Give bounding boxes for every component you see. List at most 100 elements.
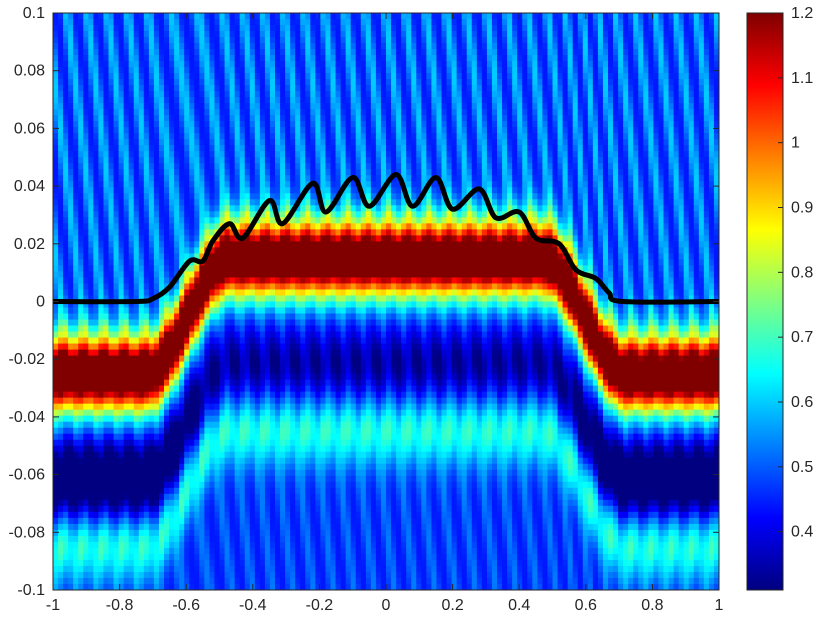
heatmap-cell bbox=[244, 19, 251, 26]
heatmap-cell bbox=[436, 13, 443, 20]
heatmap-cell bbox=[380, 49, 387, 56]
heatmap-cell bbox=[58, 217, 64, 224]
heatmap-cell bbox=[269, 37, 276, 44]
heatmap-cell bbox=[184, 163, 190, 170]
heatmap-cell bbox=[597, 85, 604, 92]
heatmap-cell bbox=[461, 67, 468, 74]
heatmap-cell bbox=[527, 217, 533, 224]
heatmap-cell bbox=[143, 103, 150, 110]
heatmap-cell bbox=[491, 121, 498, 128]
heatmap-cell bbox=[562, 97, 569, 104]
heatmap-cell bbox=[386, 73, 392, 80]
heatmap-cell bbox=[562, 109, 569, 116]
heatmap-cell bbox=[401, 235, 407, 242]
heatmap-cell bbox=[234, 109, 241, 116]
heatmap-cell bbox=[623, 61, 629, 68]
heatmap-cell bbox=[532, 73, 538, 80]
heatmap-cell bbox=[466, 67, 473, 74]
heatmap-cell bbox=[148, 229, 155, 236]
heatmap-cell bbox=[618, 127, 624, 134]
heatmap-cell bbox=[108, 109, 115, 116]
heatmap-cell bbox=[663, 163, 670, 170]
heatmap-cell bbox=[380, 139, 387, 146]
heatmap-cell bbox=[209, 91, 216, 98]
heatmap-cell bbox=[708, 187, 715, 194]
heatmap-cell bbox=[673, 163, 680, 170]
heatmap-cell bbox=[547, 103, 554, 110]
heatmap-cell bbox=[148, 163, 155, 170]
heatmap-cell bbox=[532, 133, 538, 140]
heatmap-cell bbox=[547, 181, 554, 188]
heatmap-cell bbox=[214, 157, 221, 164]
heatmap-cell bbox=[486, 229, 493, 236]
heatmap-cell bbox=[633, 25, 639, 32]
heatmap-cell bbox=[698, 109, 705, 116]
heatmap-cell bbox=[360, 61, 367, 68]
heatmap-cell bbox=[527, 187, 533, 194]
heatmap-cell bbox=[552, 139, 559, 146]
heatmap-cell bbox=[618, 49, 624, 56]
heatmap-cell bbox=[234, 139, 241, 146]
heatmap-cell bbox=[572, 25, 579, 32]
heatmap-cell bbox=[148, 73, 155, 80]
heatmap-cell bbox=[153, 25, 160, 32]
heatmap-cell bbox=[481, 37, 488, 44]
heatmap-cell bbox=[613, 55, 619, 62]
heatmap-cell bbox=[275, 229, 281, 236]
heatmap-cell bbox=[113, 67, 120, 74]
heatmap-cell bbox=[582, 49, 589, 56]
heatmap-cell bbox=[224, 217, 231, 224]
heatmap-cell bbox=[517, 133, 523, 140]
heatmap-cell bbox=[290, 97, 296, 104]
heatmap-cell bbox=[461, 127, 468, 134]
heatmap-cell bbox=[355, 91, 362, 98]
heatmap-cell bbox=[285, 181, 291, 188]
heatmap-cell bbox=[567, 187, 574, 194]
heatmap-cell bbox=[678, 97, 685, 104]
heatmap-cell bbox=[703, 205, 710, 212]
heatmap-cell bbox=[355, 121, 362, 128]
heatmap-cell bbox=[380, 103, 387, 110]
heatmap-cell bbox=[310, 55, 316, 62]
heatmap-cell bbox=[633, 217, 639, 224]
heatmap-cell bbox=[486, 181, 493, 188]
heatmap-cell bbox=[698, 97, 705, 104]
heatmap-cell bbox=[673, 97, 680, 104]
heatmap-cell bbox=[456, 13, 463, 20]
heatmap-cell bbox=[547, 25, 554, 32]
heatmap-cell bbox=[128, 79, 135, 86]
heatmap-cell bbox=[325, 85, 332, 92]
heatmap-cell bbox=[380, 145, 387, 152]
heatmap-cell bbox=[264, 43, 271, 50]
heatmap-cell bbox=[285, 25, 291, 32]
heatmap-cell bbox=[628, 187, 634, 194]
heatmap-cell bbox=[386, 139, 392, 146]
heatmap-cell bbox=[219, 145, 226, 152]
heatmap-cell bbox=[537, 37, 544, 44]
heatmap-cell bbox=[557, 229, 564, 236]
heatmap-cell bbox=[264, 79, 271, 86]
heatmap-cell bbox=[280, 145, 286, 152]
heatmap-cell bbox=[683, 73, 690, 80]
heatmap-cell bbox=[239, 145, 246, 152]
heatmap-cell bbox=[537, 115, 544, 122]
heatmap-cell bbox=[446, 139, 453, 146]
heatmap-cell bbox=[401, 25, 407, 32]
heatmap-cell bbox=[305, 175, 311, 182]
heatmap-cell bbox=[547, 43, 554, 50]
heatmap-cell bbox=[507, 85, 513, 92]
heatmap-cell bbox=[633, 133, 639, 140]
heatmap-cell bbox=[290, 37, 296, 44]
heatmap-cell bbox=[547, 163, 554, 170]
heatmap-cell bbox=[688, 67, 695, 74]
heatmap-cell bbox=[179, 163, 185, 170]
heatmap-cell bbox=[335, 181, 342, 188]
heatmap-cell bbox=[305, 199, 311, 206]
heatmap-cell bbox=[461, 181, 468, 188]
heatmap-cell bbox=[597, 91, 604, 98]
heatmap-cell bbox=[239, 157, 246, 164]
heatmap-cell bbox=[628, 223, 634, 230]
heatmap-cell bbox=[380, 55, 387, 62]
heatmap-cell bbox=[108, 199, 115, 206]
heatmap-cell bbox=[184, 211, 190, 218]
